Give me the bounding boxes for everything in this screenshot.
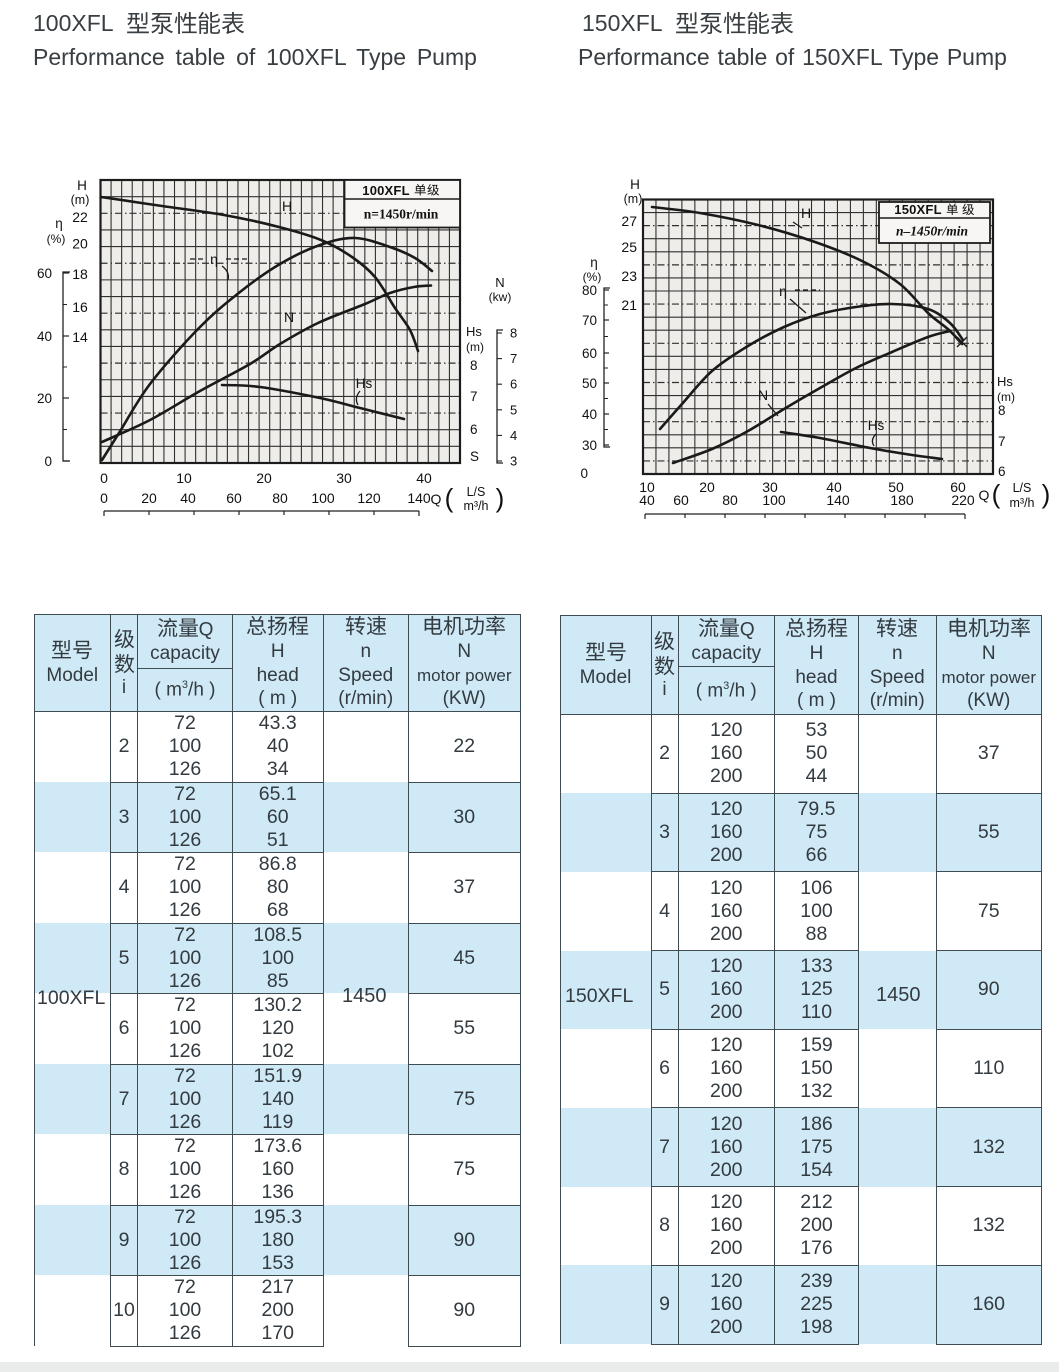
svg-text:Q: Q: [431, 491, 442, 507]
svg-text:8: 8: [510, 326, 517, 341]
svg-text:(m): (m): [624, 192, 643, 206]
svg-text:50: 50: [888, 479, 904, 495]
svg-text:6: 6: [510, 377, 517, 392]
svg-text:140: 140: [407, 490, 431, 506]
svg-text:H: H: [801, 205, 811, 221]
svg-text:(%): (%): [583, 270, 602, 284]
svg-text:40: 40: [37, 329, 52, 344]
svg-text:): ): [1042, 479, 1051, 509]
svg-text:80: 80: [272, 490, 288, 506]
svg-text:23: 23: [621, 268, 637, 284]
svg-text:100: 100: [311, 490, 335, 506]
svg-text:): ): [496, 483, 505, 513]
svg-text:7: 7: [998, 434, 1006, 449]
svg-text:L/S: L/S: [467, 485, 486, 499]
svg-text:180: 180: [890, 492, 914, 508]
svg-text:40: 40: [416, 470, 432, 486]
svg-text:40: 40: [639, 492, 655, 508]
svg-text:25: 25: [621, 239, 637, 255]
svg-text:220: 220: [951, 492, 975, 508]
svg-text:0: 0: [100, 470, 108, 486]
svg-text:27: 27: [621, 213, 637, 229]
svg-text:20: 20: [141, 490, 157, 506]
svg-text:6: 6: [470, 422, 478, 437]
svg-text:Hs: Hs: [997, 374, 1013, 389]
svg-text:21: 21: [621, 297, 637, 313]
svg-text:S: S: [470, 449, 479, 464]
svg-text:30: 30: [582, 438, 597, 453]
svg-text:14: 14: [72, 329, 88, 345]
svg-text:100: 100: [762, 492, 786, 508]
svg-text:60: 60: [950, 479, 966, 495]
svg-text:7: 7: [470, 389, 478, 404]
svg-text:0: 0: [100, 490, 108, 506]
svg-text:10: 10: [176, 470, 192, 486]
svg-text:20: 20: [256, 470, 272, 486]
svg-text:40: 40: [826, 479, 842, 495]
svg-text:16: 16: [72, 299, 88, 315]
svg-text:Hs: Hs: [356, 376, 373, 391]
svg-text:L/S: L/S: [1013, 481, 1032, 495]
svg-text:3: 3: [510, 454, 517, 469]
svg-text:n=1450r/min: n=1450r/min: [364, 207, 439, 222]
svg-text:22: 22: [72, 209, 88, 225]
svg-text:N: N: [495, 275, 504, 290]
svg-text:60: 60: [582, 346, 597, 361]
svg-text:4: 4: [510, 428, 517, 443]
svg-text:80: 80: [722, 492, 738, 508]
svg-text:H: H: [630, 177, 640, 192]
svg-text:18: 18: [72, 266, 88, 282]
svg-text:60: 60: [226, 490, 242, 506]
svg-text:30: 30: [762, 479, 778, 495]
svg-text:7: 7: [510, 351, 517, 366]
svg-text:η: η: [55, 216, 63, 231]
svg-text:40: 40: [180, 490, 196, 506]
svg-text:20: 20: [699, 479, 715, 495]
svg-text:0: 0: [580, 466, 588, 481]
svg-text:(m): (m): [466, 340, 484, 354]
svg-text:8: 8: [998, 403, 1006, 418]
svg-text:40: 40: [582, 407, 597, 422]
svg-text:H: H: [77, 178, 87, 193]
svg-text:η: η: [779, 283, 787, 299]
svg-text:60: 60: [673, 492, 689, 508]
svg-text:(kw): (kw): [489, 290, 512, 304]
svg-text:10: 10: [639, 479, 655, 495]
svg-text:70: 70: [582, 313, 597, 328]
svg-text:N: N: [284, 309, 294, 325]
svg-text:(: (: [445, 483, 454, 513]
svg-text:(m): (m): [71, 193, 90, 207]
svg-text:5: 5: [510, 402, 517, 417]
svg-text:20: 20: [37, 391, 52, 406]
svg-text:η: η: [210, 251, 218, 267]
svg-text:(: (: [992, 479, 1001, 509]
svg-text:120: 120: [357, 490, 381, 506]
svg-text:30: 30: [336, 470, 352, 486]
svg-text:80: 80: [582, 283, 597, 298]
svg-text:140: 140: [826, 492, 850, 508]
svg-text:Q: Q: [979, 487, 990, 503]
svg-text:(%): (%): [47, 232, 66, 246]
svg-text:20: 20: [72, 236, 88, 252]
svg-text:Hs: Hs: [868, 418, 885, 433]
svg-text:m³/h: m³/h: [1010, 496, 1035, 510]
svg-text:8: 8: [470, 358, 478, 373]
svg-text:100XFL: 100XFL: [362, 183, 409, 198]
svg-text:150XFL: 150XFL: [894, 202, 941, 217]
svg-text:60: 60: [37, 266, 52, 281]
svg-text:N: N: [758, 387, 768, 403]
svg-text:50: 50: [582, 376, 597, 391]
svg-text:H: H: [282, 198, 292, 214]
svg-text:n–1450r/min: n–1450r/min: [896, 224, 968, 239]
svg-text:6: 6: [998, 464, 1006, 479]
svg-text:(m): (m): [997, 390, 1015, 404]
svg-text:0: 0: [44, 454, 52, 469]
svg-text:η: η: [590, 255, 598, 270]
svg-text:Hs: Hs: [466, 324, 482, 339]
svg-text:m³/h: m³/h: [464, 499, 489, 513]
